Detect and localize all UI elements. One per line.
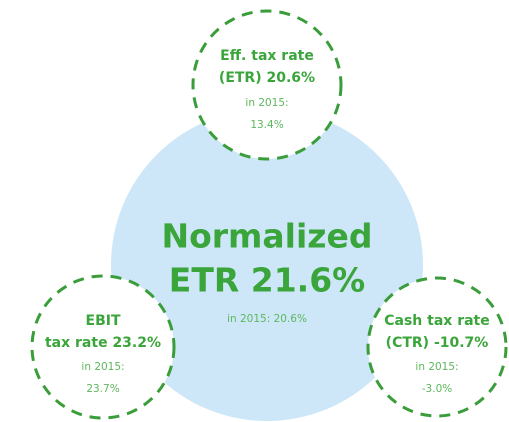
node-note: 13.4% [250, 119, 283, 131]
top-bubble [191, 9, 343, 161]
node-label: (CTR) -10.7% [386, 335, 489, 351]
left-bubble [30, 274, 176, 420]
center-title: ETR 21.6% [169, 261, 365, 300]
node-label: Eff. tax rate [220, 48, 314, 64]
right-bubble [366, 276, 508, 418]
node-note: in 2015: [81, 361, 124, 373]
center-note: in 2015: 20.6% [227, 313, 307, 325]
node-note: in 2015: [245, 97, 288, 109]
node-label: EBIT [86, 313, 121, 329]
node-label: (ETR) 20.6% [219, 70, 315, 86]
center-title: Normalized [161, 217, 372, 256]
center-circle [111, 109, 423, 421]
node-note: 23.7% [86, 383, 119, 395]
node-note: in 2015: [415, 361, 458, 373]
node-label: Cash tax rate [384, 313, 489, 329]
node-label: tax rate 23.2% [45, 335, 161, 351]
node-note: -3.0% [422, 383, 452, 395]
